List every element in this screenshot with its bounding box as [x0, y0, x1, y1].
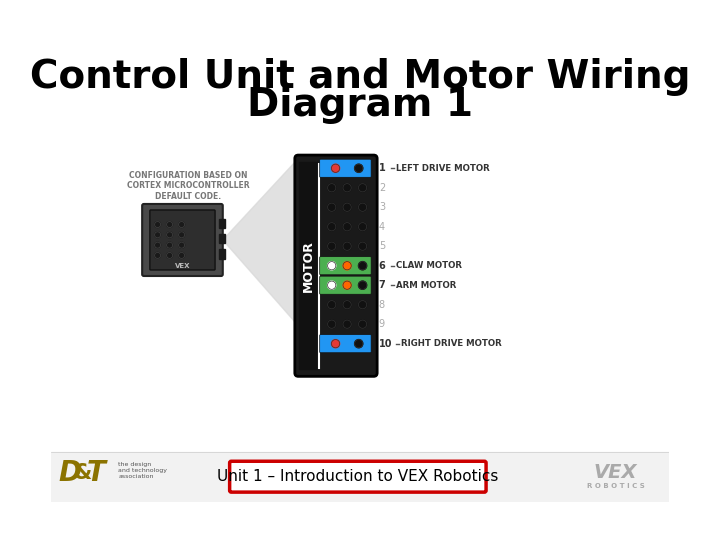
Circle shape — [328, 261, 336, 270]
Circle shape — [166, 242, 173, 248]
Text: 4: 4 — [379, 222, 385, 232]
Text: R O B O T I C S: R O B O T I C S — [587, 483, 644, 489]
Circle shape — [179, 252, 184, 259]
Bar — [299, 162, 318, 369]
Circle shape — [343, 320, 351, 328]
Circle shape — [354, 340, 363, 348]
Circle shape — [166, 252, 173, 259]
Circle shape — [328, 281, 336, 289]
Circle shape — [359, 242, 366, 251]
Text: the design
and technology
association: the design and technology association — [118, 462, 167, 479]
Circle shape — [179, 232, 184, 238]
Text: RIGHT DRIVE MOTOR: RIGHT DRIVE MOTOR — [401, 339, 502, 348]
Circle shape — [328, 242, 336, 251]
Circle shape — [328, 203, 336, 211]
Bar — [51, 452, 669, 502]
Circle shape — [359, 222, 366, 231]
Text: VEX: VEX — [594, 463, 637, 482]
Circle shape — [359, 184, 366, 192]
Text: ARM MOTOR: ARM MOTOR — [396, 281, 456, 289]
Text: 6: 6 — [379, 261, 386, 271]
Circle shape — [359, 261, 366, 270]
Circle shape — [179, 221, 184, 227]
Circle shape — [343, 261, 351, 270]
Text: Control Unit and Motor Wiring: Control Unit and Motor Wiring — [30, 58, 690, 96]
FancyBboxPatch shape — [320, 256, 371, 275]
Circle shape — [331, 164, 340, 172]
Circle shape — [343, 203, 351, 211]
Text: 7: 7 — [379, 280, 386, 290]
Circle shape — [354, 164, 363, 172]
Text: 10: 10 — [379, 339, 392, 349]
Circle shape — [155, 242, 161, 248]
Bar — [220, 219, 225, 228]
Circle shape — [343, 301, 351, 309]
Circle shape — [343, 242, 351, 251]
Circle shape — [155, 252, 161, 259]
Circle shape — [155, 221, 161, 227]
Circle shape — [359, 320, 366, 328]
Text: LEFT DRIVE MOTOR: LEFT DRIVE MOTOR — [396, 164, 490, 173]
FancyBboxPatch shape — [230, 461, 486, 492]
Text: 5: 5 — [379, 241, 385, 251]
Text: &: & — [74, 463, 92, 483]
Circle shape — [155, 232, 161, 238]
Text: 2: 2 — [379, 183, 385, 193]
Text: 9: 9 — [379, 319, 385, 329]
Circle shape — [331, 340, 340, 348]
Circle shape — [328, 222, 336, 231]
Circle shape — [328, 320, 336, 328]
Circle shape — [328, 301, 336, 309]
Circle shape — [343, 184, 351, 192]
Text: CONFIGURATION BASED ON
CORTEX MICROCONTROLLER
DEFAULT CODE.: CONFIGURATION BASED ON CORTEX MICROCONTR… — [127, 171, 250, 201]
Circle shape — [328, 184, 336, 192]
Circle shape — [166, 221, 173, 227]
Text: VEX: VEX — [175, 263, 190, 269]
FancyBboxPatch shape — [320, 276, 371, 294]
Bar — [220, 249, 225, 259]
Text: D: D — [58, 459, 81, 487]
Circle shape — [359, 281, 366, 289]
Text: MOTOR: MOTOR — [302, 240, 315, 292]
Text: Unit 1 – Introduction to VEX Robotics: Unit 1 – Introduction to VEX Robotics — [217, 469, 498, 484]
Circle shape — [359, 301, 366, 309]
Circle shape — [166, 232, 173, 238]
FancyBboxPatch shape — [320, 335, 371, 353]
Circle shape — [179, 242, 184, 248]
Text: 8: 8 — [379, 300, 385, 310]
Text: Diagram 1: Diagram 1 — [247, 86, 473, 124]
Text: 1: 1 — [379, 163, 386, 173]
Circle shape — [343, 281, 351, 289]
FancyBboxPatch shape — [142, 204, 222, 276]
Text: 3: 3 — [379, 202, 385, 212]
Polygon shape — [222, 159, 298, 326]
Circle shape — [343, 222, 351, 231]
Text: T: T — [86, 459, 105, 487]
Bar — [220, 234, 225, 244]
FancyBboxPatch shape — [320, 159, 371, 177]
Text: CLAW MOTOR: CLAW MOTOR — [396, 261, 462, 270]
FancyBboxPatch shape — [150, 210, 215, 270]
Circle shape — [359, 203, 366, 211]
FancyBboxPatch shape — [294, 155, 377, 376]
